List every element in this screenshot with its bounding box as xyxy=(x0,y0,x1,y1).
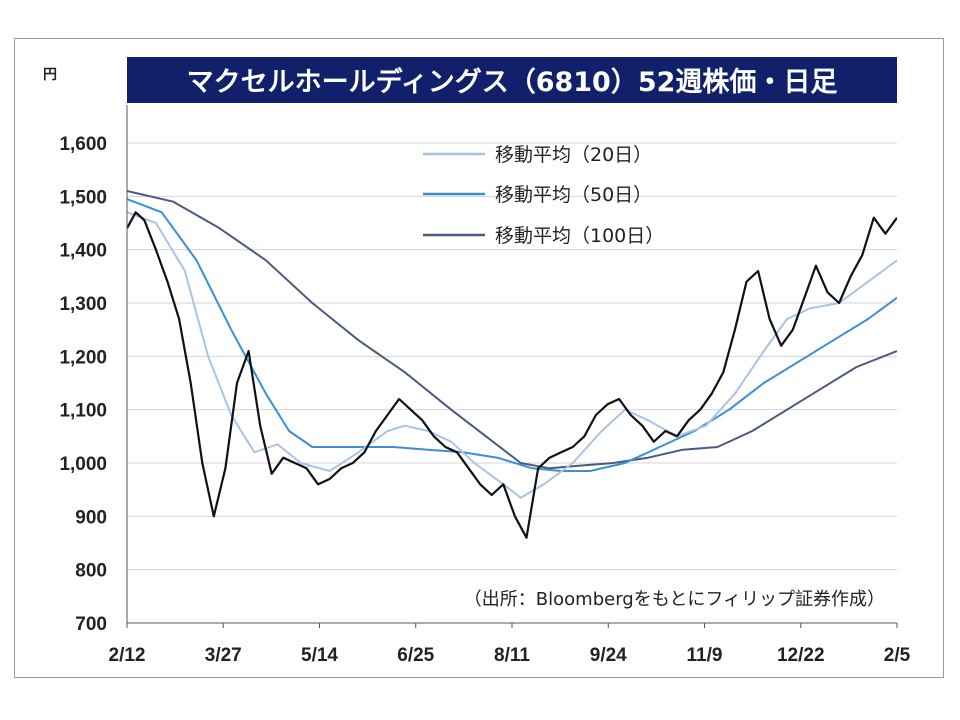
y-tick-label: 800 xyxy=(75,561,107,582)
x-tick-label: 2/12 xyxy=(109,645,146,666)
y-tick-label: 1,300 xyxy=(59,294,107,315)
series-lines xyxy=(127,190,897,539)
y-tick-label: 700 xyxy=(75,614,107,635)
gridlines xyxy=(127,142,897,571)
legend-label: 移動平均（50日） xyxy=(495,184,652,206)
chart-frame: マクセルホールディングス（6810）52週株価・日足 円 1,600 1,500 1… xyxy=(14,38,944,678)
y-tick-labels: 1,600 1,500 1,400 1,300 1,200 1,100 1,000 900 80… xyxy=(59,134,107,635)
legend: 移動平均（20日） 移動平均（50日） 移動平均（100日） xyxy=(423,144,664,247)
moving-average-line-2 xyxy=(127,198,897,472)
y-tick-label: 1,200 xyxy=(59,347,107,368)
x-tick-label: 5/14 xyxy=(301,645,338,666)
source-note: （出所：Bloombergをもとにフィリップ証券作成） xyxy=(464,589,885,610)
y-axis-unit: 円 xyxy=(43,67,57,83)
y-tick-label: 1,100 xyxy=(59,401,107,422)
legend-label: 移動平均（20日） xyxy=(495,144,652,166)
x-tick-label: 11/9 xyxy=(687,645,723,666)
moving-average-line-3 xyxy=(127,190,897,470)
y-tick-label: 1,600 xyxy=(59,134,107,155)
moving-average-line-1 xyxy=(127,211,897,499)
x-tick-label: 6/25 xyxy=(397,645,434,666)
x-tick-label: 8/11 xyxy=(494,645,530,666)
title-bar xyxy=(127,57,897,103)
y-tick-label: 900 xyxy=(75,507,107,528)
chart: マクセルホールディングス（6810）52週株価・日足 円 1,6001,5001… xyxy=(43,57,911,666)
x-tick-label: 9/24 xyxy=(590,645,627,666)
price-line xyxy=(127,211,897,539)
legend-label: 移動平均（100日） xyxy=(495,225,664,247)
y-tick-label: 1,000 xyxy=(59,454,107,475)
y-tick-label: 1,500 xyxy=(59,187,107,208)
y-tick-label: 1,400 xyxy=(59,241,107,262)
chart-title: マクセルホールディングス（6810）52週株価・日足 xyxy=(187,66,838,98)
x-tick-label: 12/22 xyxy=(777,645,825,666)
x-tick-label: 2/5 xyxy=(884,645,911,666)
x-tick-label: 3/27 xyxy=(205,645,242,666)
x-tick-labels: 2/12 3/27 5/14 6/25 8/11 9/24 11/9 12/22 2/5 xyxy=(109,623,911,666)
